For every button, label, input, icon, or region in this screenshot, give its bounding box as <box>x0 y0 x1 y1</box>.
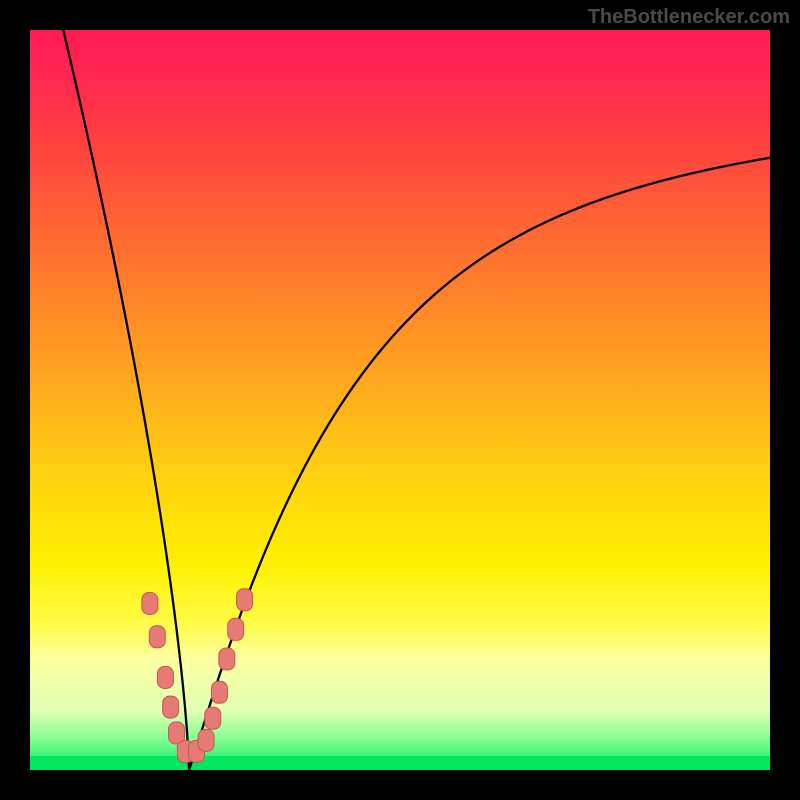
data-marker <box>157 667 173 689</box>
data-marker <box>189 741 205 763</box>
data-marker <box>219 648 235 670</box>
data-marker <box>228 618 244 640</box>
bottom-band <box>30 756 770 770</box>
data-marker <box>169 722 185 744</box>
data-marker <box>211 681 227 703</box>
chart-frame: TheBottlenecker.com <box>0 0 800 800</box>
data-marker <box>177 741 193 763</box>
data-marker <box>142 593 158 615</box>
data-marker <box>149 626 165 648</box>
bottleneck-curve <box>63 30 770 770</box>
data-marker <box>163 696 179 718</box>
plot-area <box>30 30 770 770</box>
data-marker <box>198 729 214 751</box>
curve-layer <box>30 30 770 770</box>
data-marker <box>205 707 221 729</box>
watermark-text: TheBottlenecker.com <box>588 6 790 29</box>
data-marker <box>237 589 253 611</box>
